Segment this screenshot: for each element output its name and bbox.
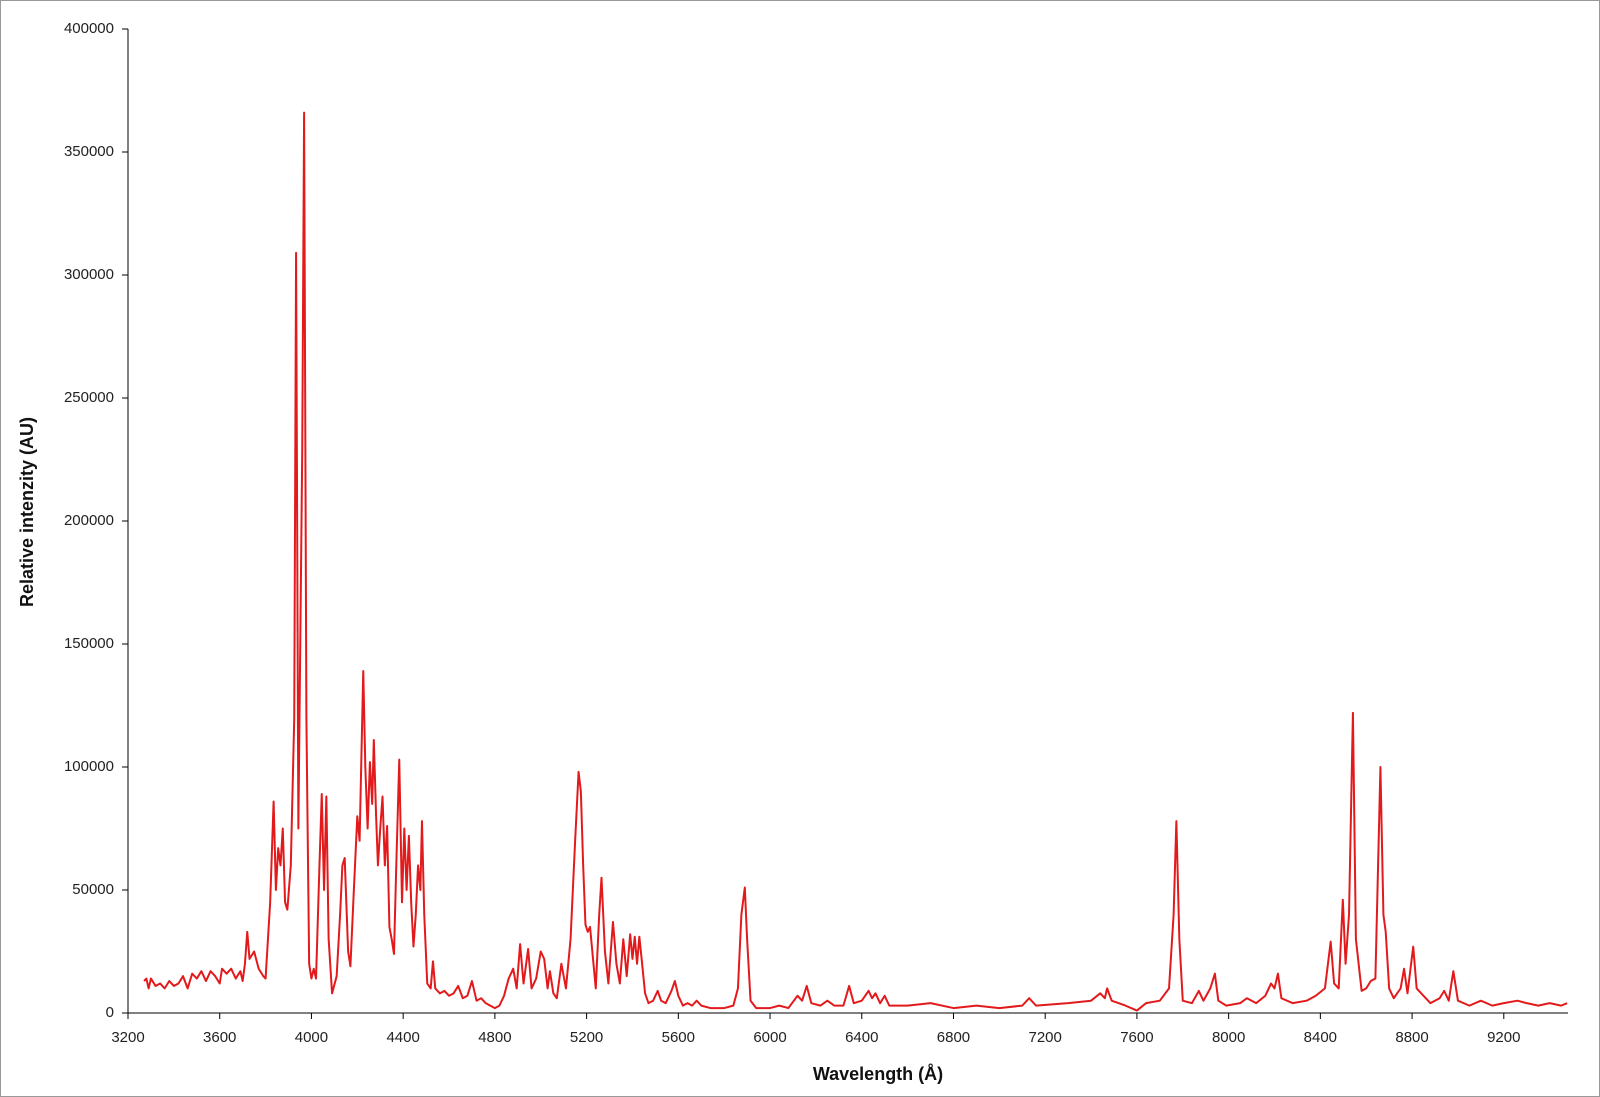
x-tick-label: 8800 <box>1395 1029 1428 1046</box>
x-tick-label: 7600 <box>1120 1029 1153 1046</box>
x-tick-label: 8400 <box>1304 1029 1337 1046</box>
x-tick-label: 9200 <box>1487 1029 1520 1046</box>
y-tick-label: 100000 <box>64 758 114 775</box>
x-tick-label: 4800 <box>478 1029 511 1046</box>
x-tick-label: 5600 <box>662 1029 695 1046</box>
y-tick-label: 150000 <box>64 635 114 652</box>
x-tick-label: 8000 <box>1212 1029 1245 1046</box>
x-tick-label: 4000 <box>295 1029 328 1046</box>
y-tick-label: 300000 <box>64 266 114 283</box>
y-tick-label: 200000 <box>64 512 114 529</box>
y-tick-label: 50000 <box>72 881 114 898</box>
x-tick-label: 6000 <box>753 1029 786 1046</box>
y-tick-label: 250000 <box>64 389 114 406</box>
y-tick-label: 350000 <box>64 143 114 160</box>
spectrum-line <box>143 111 1568 1012</box>
x-tick-label: 4400 <box>386 1029 419 1046</box>
x-tick-label: 3200 <box>111 1029 144 1046</box>
x-tick-label: 5200 <box>570 1029 603 1046</box>
y-tick-label: 400000 <box>64 20 114 37</box>
x-tick-label: 7200 <box>1029 1029 1062 1046</box>
x-tick-label: 6400 <box>845 1029 878 1046</box>
y-tick-label: 0 <box>106 1004 114 1021</box>
y-axis-title: Relative intenzity (AU) <box>17 417 37 607</box>
x-tick-label: 6800 <box>937 1029 970 1046</box>
x-tick-label: 3600 <box>203 1029 236 1046</box>
x-axis-title: Wavelength (Å) <box>813 1064 943 1084</box>
